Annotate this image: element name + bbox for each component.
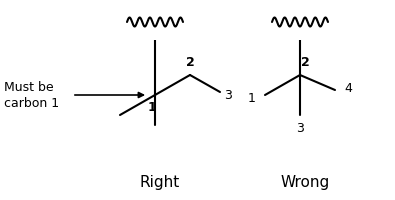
Text: 2: 2 xyxy=(186,56,194,69)
Text: Wrong: Wrong xyxy=(280,175,329,190)
Text: 1: 1 xyxy=(148,101,156,114)
Text: 2: 2 xyxy=(301,56,309,69)
Text: 3: 3 xyxy=(296,122,304,135)
Text: 1: 1 xyxy=(248,92,256,105)
Text: Right: Right xyxy=(140,175,180,190)
Text: Must be
carbon 1: Must be carbon 1 xyxy=(4,81,59,110)
Text: 3: 3 xyxy=(224,89,232,102)
Text: 4: 4 xyxy=(344,82,352,95)
